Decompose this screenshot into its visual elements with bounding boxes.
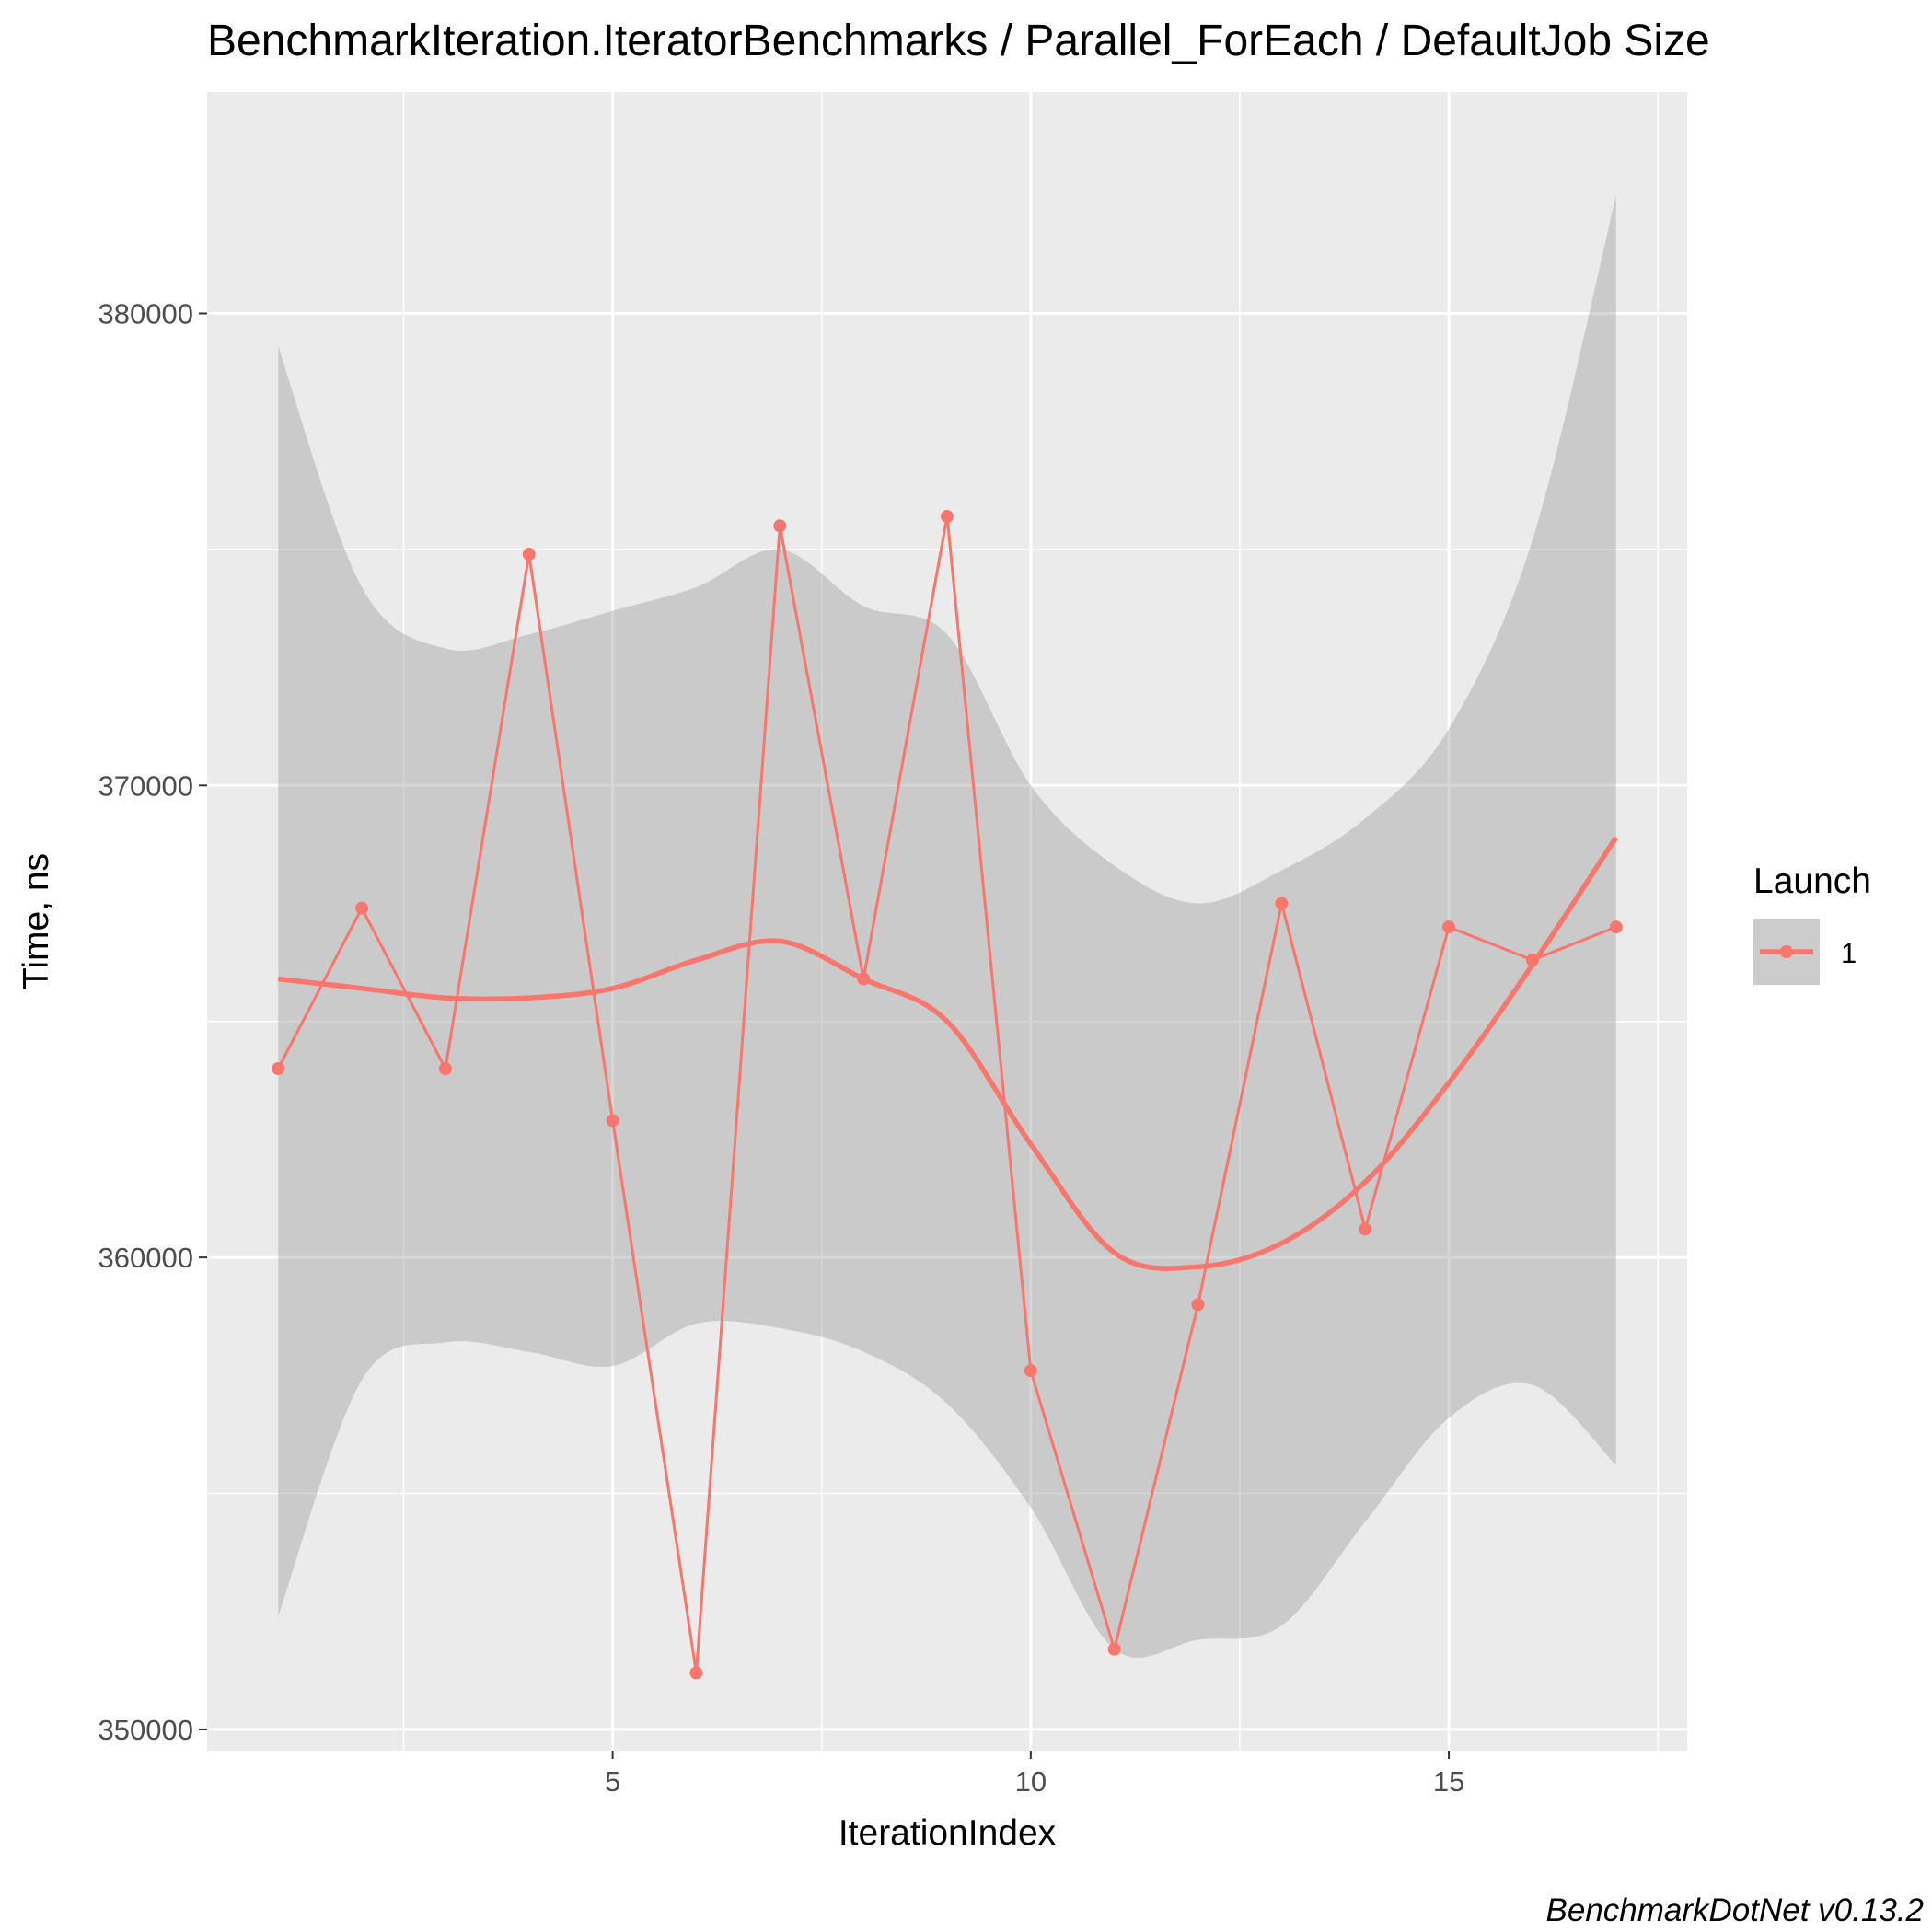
x-tick-label: 15 — [1433, 1765, 1464, 1798]
smooth-line — [277, 836, 1619, 1271]
data-point — [1525, 954, 1539, 967]
y-tick-label: 380000 — [98, 298, 193, 330]
data-point — [1359, 1222, 1372, 1236]
data-point — [272, 1061, 285, 1075]
x-axis: 5 10 15 — [605, 1751, 1464, 1798]
data-point — [857, 972, 871, 986]
caption: BenchmarkDotNet v0.13.2 — [1546, 1892, 1924, 1928]
x-tick-label: 5 — [605, 1765, 620, 1798]
plot-panel — [207, 92, 1687, 1751]
data-point — [355, 901, 369, 915]
y-axis-title: Time, ns — [17, 853, 56, 989]
y-tick-label: 370000 — [98, 769, 193, 802]
data-point — [1107, 1642, 1121, 1656]
data-point — [522, 548, 536, 561]
legend-key-point — [1780, 945, 1793, 958]
data-point — [1024, 1364, 1037, 1378]
data-point — [438, 1061, 452, 1075]
y-tick-label: 360000 — [98, 1242, 193, 1274]
confidence-band — [278, 195, 1616, 1658]
series-points — [272, 510, 1623, 1680]
data-point — [606, 1114, 619, 1128]
data-point — [1442, 920, 1456, 934]
chart-title: BenchmarkIteration.IteratorBenchmarks / … — [207, 17, 1710, 65]
data-point — [1609, 920, 1623, 934]
data-point — [1275, 897, 1289, 910]
y-tick-label: 350000 — [98, 1714, 193, 1746]
data-point — [941, 510, 954, 524]
y-axis: 350000 360000 370000 380000 — [98, 298, 207, 1746]
x-axis-title: IterationIndex — [839, 1813, 1057, 1853]
data-point — [1191, 1298, 1205, 1312]
legend: Launch 1 — [1753, 862, 1871, 985]
data-point — [689, 1666, 703, 1680]
legend-title: Launch — [1753, 862, 1871, 901]
x-tick-label: 10 — [1015, 1765, 1047, 1798]
data-point — [773, 519, 787, 533]
legend-label: 1 — [1841, 937, 1857, 969]
